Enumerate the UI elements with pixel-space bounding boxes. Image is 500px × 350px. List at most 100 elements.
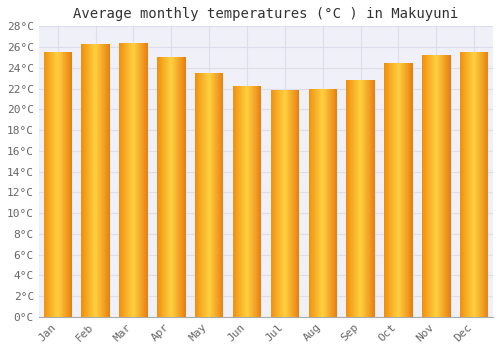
Bar bbox=[449, 55, 450, 317]
Bar bbox=[280, 90, 281, 317]
Bar bbox=[237, 86, 238, 317]
Bar bbox=[71, 52, 72, 317]
Bar bbox=[178, 57, 180, 317]
Bar bbox=[387, 63, 388, 317]
Bar bbox=[330, 89, 332, 317]
Bar bbox=[297, 90, 298, 317]
Bar bbox=[62, 52, 63, 317]
Bar bbox=[242, 86, 243, 317]
Bar bbox=[355, 80, 356, 317]
Bar bbox=[133, 43, 134, 317]
Bar bbox=[218, 73, 219, 317]
Bar bbox=[89, 44, 90, 317]
Bar bbox=[363, 80, 364, 317]
Bar bbox=[428, 55, 429, 317]
Bar bbox=[403, 63, 404, 317]
Bar bbox=[296, 90, 297, 317]
Bar bbox=[126, 43, 128, 317]
Bar bbox=[468, 52, 469, 317]
Bar bbox=[170, 57, 171, 317]
Bar bbox=[422, 55, 424, 317]
Bar bbox=[336, 89, 337, 317]
Bar bbox=[289, 90, 290, 317]
Bar bbox=[88, 44, 89, 317]
Bar bbox=[256, 86, 258, 317]
Bar bbox=[425, 55, 426, 317]
Bar bbox=[365, 80, 366, 317]
Bar bbox=[394, 63, 395, 317]
Bar bbox=[56, 52, 57, 317]
Bar bbox=[284, 90, 285, 317]
Bar bbox=[132, 43, 133, 317]
Bar bbox=[364, 80, 365, 317]
Bar bbox=[295, 90, 296, 317]
Bar bbox=[146, 43, 147, 317]
Bar bbox=[124, 43, 125, 317]
Bar bbox=[316, 89, 317, 317]
Bar bbox=[100, 44, 101, 317]
Bar bbox=[465, 52, 466, 317]
Bar bbox=[92, 44, 94, 317]
Bar bbox=[369, 80, 370, 317]
Bar bbox=[120, 43, 121, 317]
Bar bbox=[326, 89, 327, 317]
Bar bbox=[423, 55, 424, 317]
Bar bbox=[95, 44, 96, 317]
Bar bbox=[108, 44, 110, 317]
Bar bbox=[407, 63, 408, 317]
Bar bbox=[183, 57, 184, 317]
Bar bbox=[357, 80, 358, 317]
Bar bbox=[214, 73, 215, 317]
Bar bbox=[162, 57, 163, 317]
Bar bbox=[483, 52, 484, 317]
Bar bbox=[370, 80, 371, 317]
Bar bbox=[328, 89, 329, 317]
Bar bbox=[206, 73, 207, 317]
Bar bbox=[400, 63, 401, 317]
Bar bbox=[202, 73, 203, 317]
Bar bbox=[123, 43, 124, 317]
Bar bbox=[410, 63, 411, 317]
Bar bbox=[440, 55, 441, 317]
Bar bbox=[195, 73, 196, 317]
Bar bbox=[58, 52, 59, 317]
Bar bbox=[392, 63, 394, 317]
Bar bbox=[255, 86, 256, 317]
Bar bbox=[57, 52, 58, 317]
Bar bbox=[405, 63, 406, 317]
Bar bbox=[181, 57, 182, 317]
Bar bbox=[51, 52, 52, 317]
Bar bbox=[272, 90, 273, 317]
Bar bbox=[210, 73, 211, 317]
Bar bbox=[172, 57, 173, 317]
Bar bbox=[127, 43, 128, 317]
Bar bbox=[391, 63, 392, 317]
Bar bbox=[174, 57, 175, 317]
Bar bbox=[318, 89, 319, 317]
Bar bbox=[438, 55, 439, 317]
Bar bbox=[384, 63, 385, 317]
Bar bbox=[63, 52, 64, 317]
Bar bbox=[274, 90, 276, 317]
Bar bbox=[129, 43, 130, 317]
Bar bbox=[325, 89, 326, 317]
Bar bbox=[250, 86, 251, 317]
Bar bbox=[165, 57, 166, 317]
Bar bbox=[174, 57, 176, 317]
Bar bbox=[283, 90, 284, 317]
Bar bbox=[84, 44, 85, 317]
Bar bbox=[460, 52, 461, 317]
Bar bbox=[276, 90, 277, 317]
Bar bbox=[167, 57, 168, 317]
Bar bbox=[134, 43, 135, 317]
Bar bbox=[314, 89, 315, 317]
Bar bbox=[138, 43, 139, 317]
Bar bbox=[322, 89, 323, 317]
Bar bbox=[258, 86, 259, 317]
Bar bbox=[366, 80, 367, 317]
Bar bbox=[474, 52, 475, 317]
Bar bbox=[443, 55, 444, 317]
Bar bbox=[177, 57, 178, 317]
Bar bbox=[259, 86, 260, 317]
Bar bbox=[161, 57, 162, 317]
